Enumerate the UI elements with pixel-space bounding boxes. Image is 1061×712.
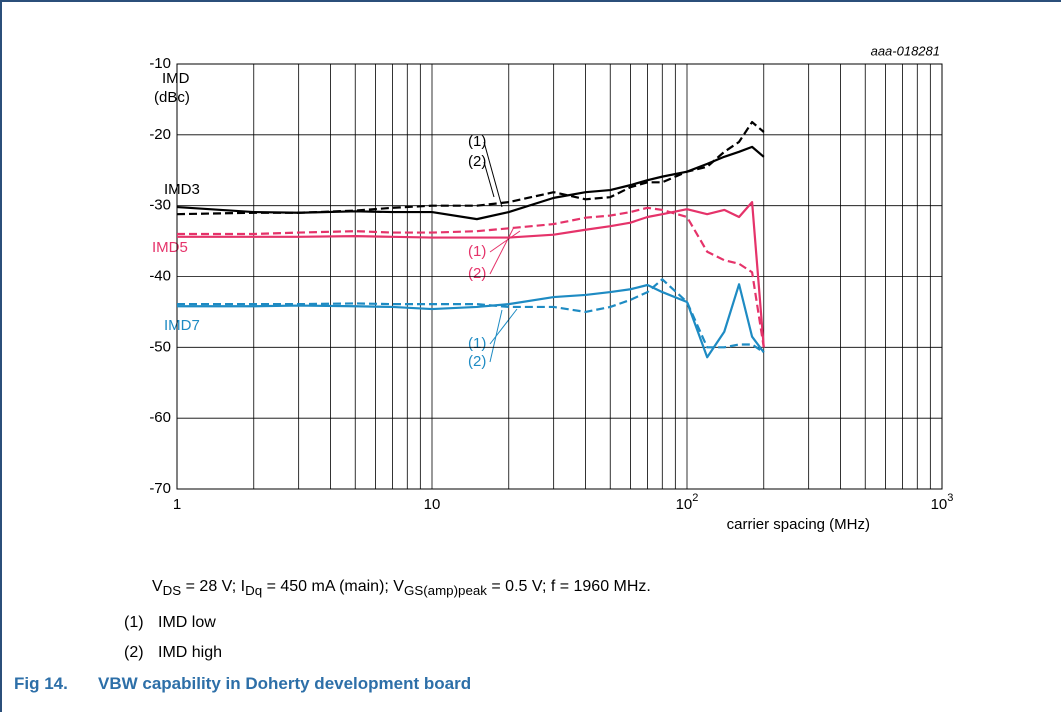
curve-label: (1) <box>468 133 486 150</box>
y-tick-label: -60 <box>149 409 171 426</box>
curve-label: (2) <box>468 353 486 370</box>
plot-frame <box>176 63 943 490</box>
note: (2) IMD high <box>124 644 222 662</box>
pointers <box>483 141 521 363</box>
series-line <box>177 283 765 359</box>
group-label: IMD7 <box>164 317 200 334</box>
note: (1) IMD low <box>124 614 216 632</box>
subscript: Dq <box>245 583 263 599</box>
y-tick-label: -30 <box>149 197 171 214</box>
text: V <box>152 578 163 595</box>
chart: aaa-018281 IMD (dBc) carrier spacing (MH… <box>149 43 954 533</box>
note-text: IMD low <box>158 614 216 631</box>
conditions: VDS = 28 V; IDq = 450 mA (main); VGS(amp… <box>152 578 651 598</box>
group-label: IMD3 <box>164 181 200 198</box>
note-number: (2) <box>124 644 144 661</box>
group-label: IMD5 <box>152 239 188 256</box>
series-line <box>177 278 765 354</box>
y-tick-label: -70 <box>149 480 171 497</box>
y-axis-label: IMD <box>162 70 190 87</box>
x-tick-exponent: 2 <box>692 492 698 504</box>
x-tick-base: 10 <box>424 496 441 513</box>
text: = 0.5 V; f = 1960 MHz. <box>486 578 651 595</box>
x-tick-label: 103 <box>931 492 954 513</box>
x-tick-label: 1 <box>173 496 181 513</box>
x-tick-base: 10 <box>931 496 948 513</box>
caption-number: Fig 14. <box>14 674 68 693</box>
y-tick-label: -40 <box>149 267 171 284</box>
note-text: IMD high <box>158 644 223 661</box>
series-line <box>176 120 765 216</box>
figure-code: aaa-018281 <box>871 43 940 58</box>
y-tick-label: -10 <box>149 55 171 72</box>
subscript: DS <box>162 583 182 599</box>
curve-label: (2) <box>468 153 486 170</box>
curve-label: (1) <box>468 335 486 352</box>
curve-label: (2) <box>468 265 486 282</box>
caption: Fig 14. VBW capability in Doherty develop… <box>14 674 471 694</box>
note-number: (1) <box>124 614 144 631</box>
subscript: GS(amp)peak <box>403 583 487 599</box>
x-tick-label: 102 <box>676 492 699 513</box>
text: = 450 mA (main); V <box>262 578 404 595</box>
y-axis-label: (dBc) <box>154 89 190 106</box>
series-line <box>177 206 765 348</box>
x-tick-base: 10 <box>676 496 693 513</box>
series-line <box>176 145 765 221</box>
caption-title: VBW capability in Doherty development bo… <box>98 674 472 693</box>
x-axis-label: carrier spacing (MHz) <box>727 516 870 533</box>
x-tick-exponent: 3 <box>947 492 953 504</box>
y-tick-label: -50 <box>149 338 171 355</box>
curve-label: (1) <box>468 243 486 260</box>
text: = 28 V; I <box>181 578 246 595</box>
x-tick-label: 10 <box>424 496 441 513</box>
x-tick-base: 1 <box>173 496 181 513</box>
y-tick-label: -20 <box>149 126 171 143</box>
series-line <box>177 201 765 348</box>
